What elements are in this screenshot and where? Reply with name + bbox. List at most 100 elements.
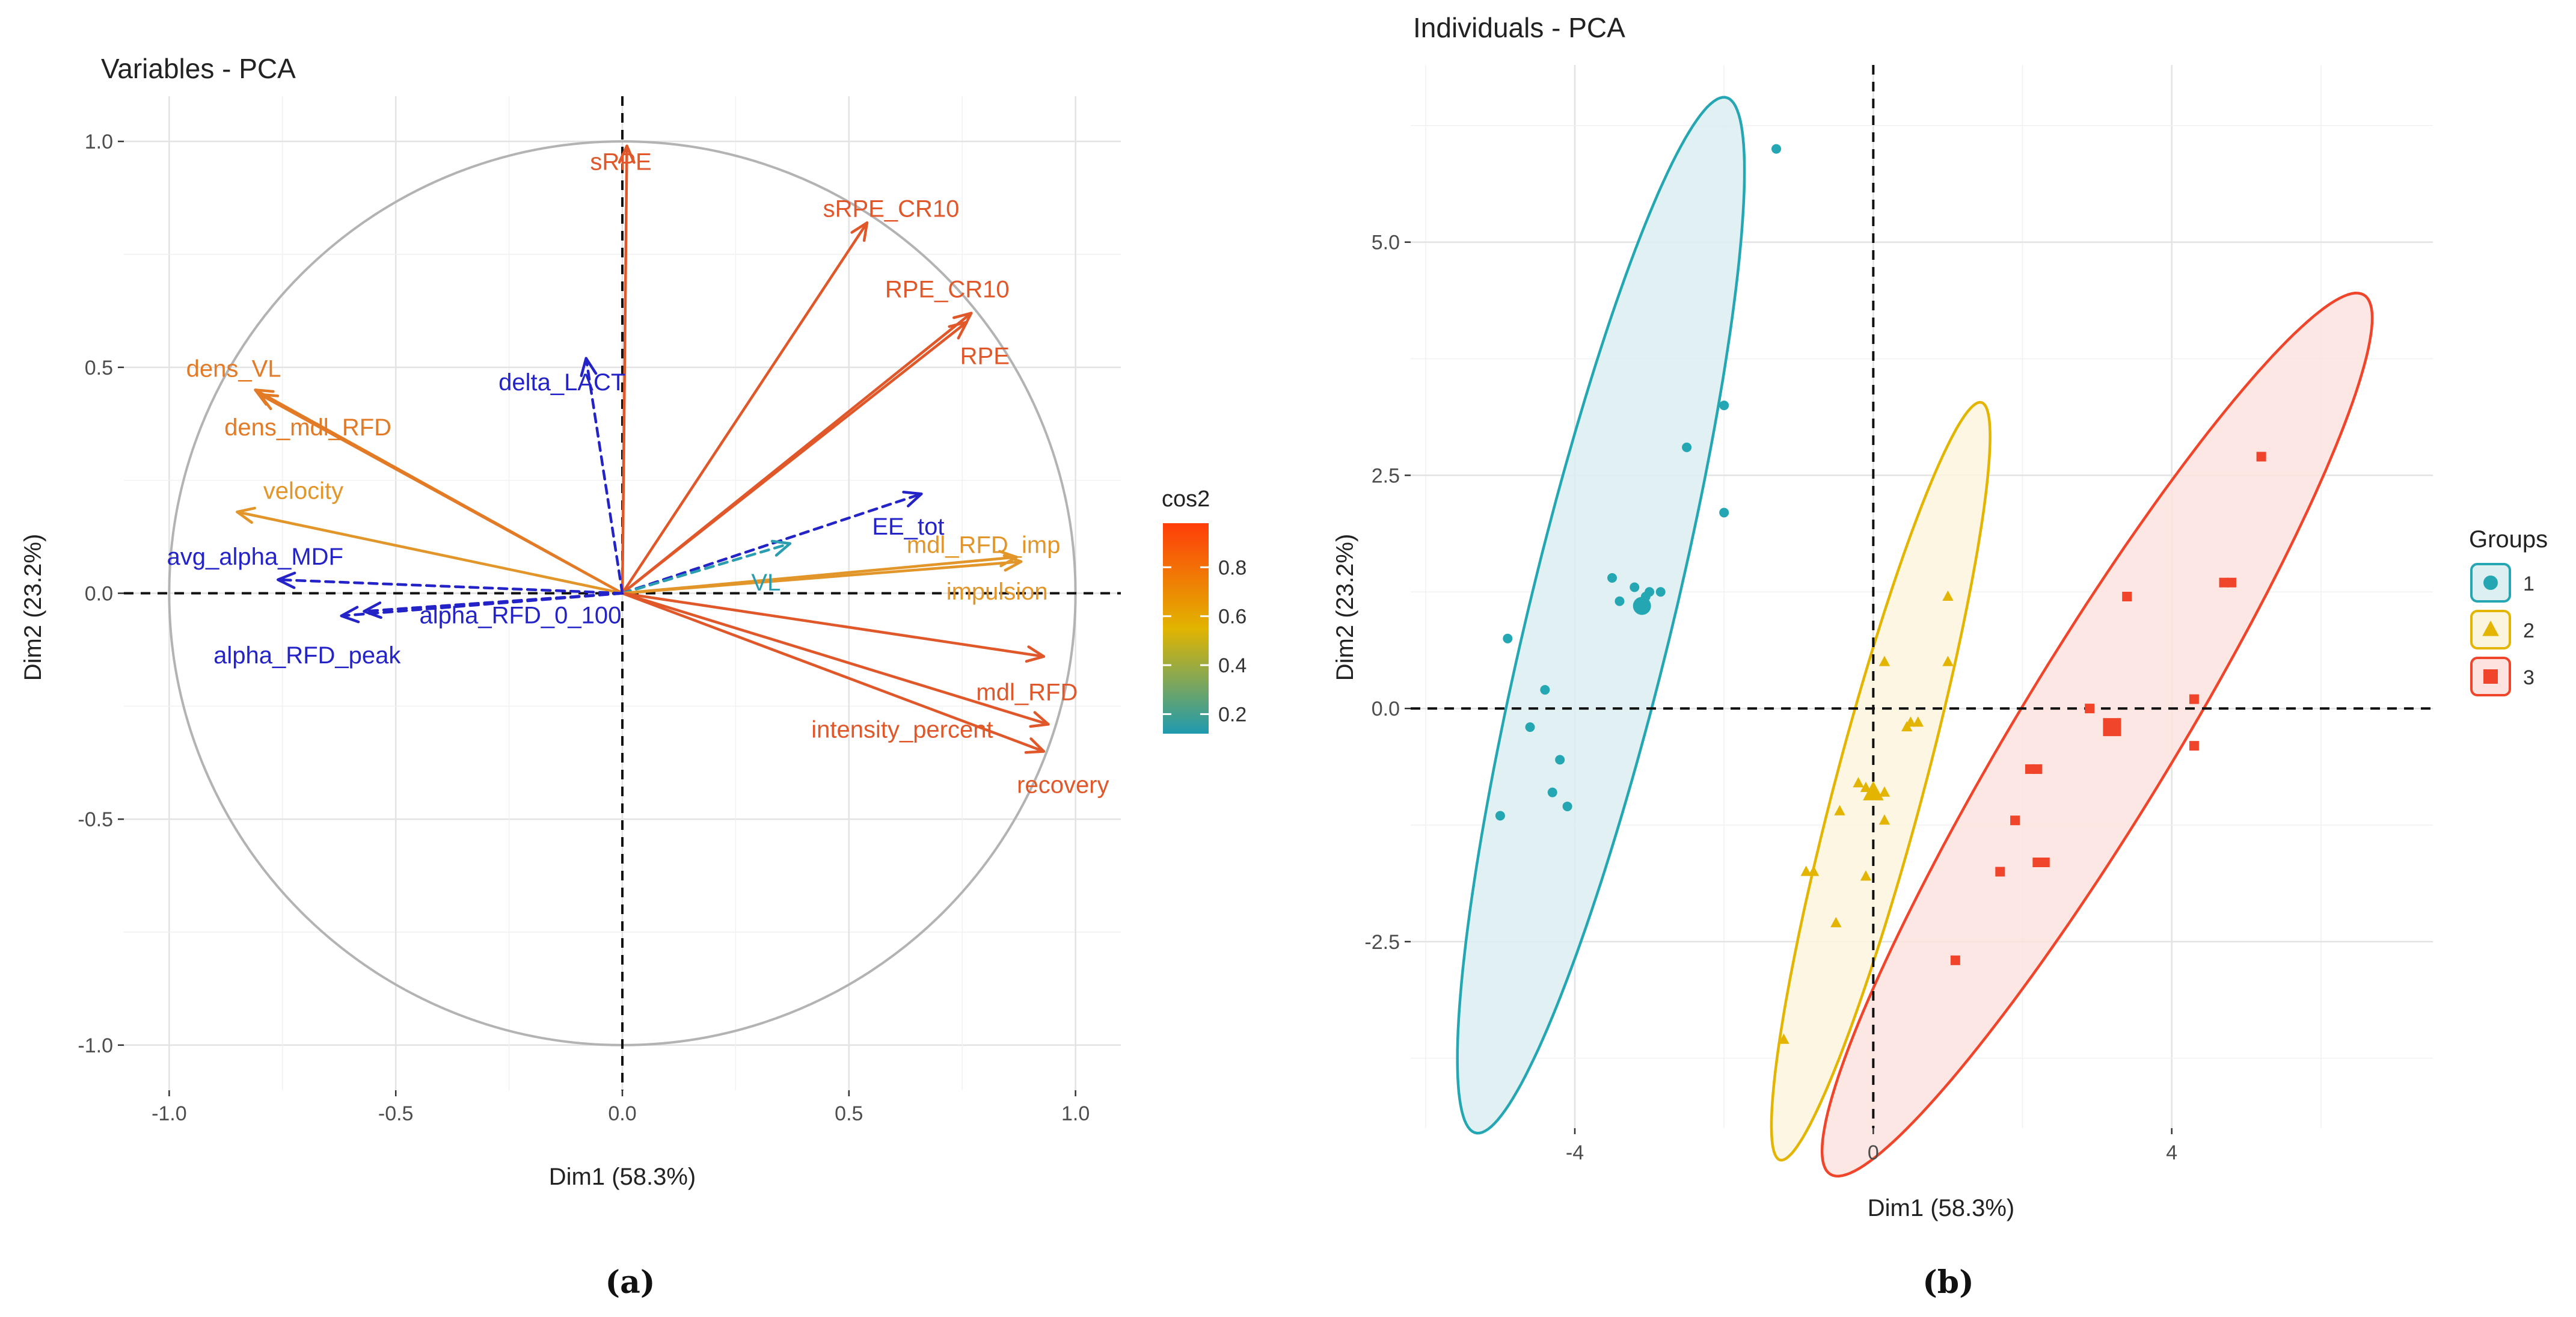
variable-arrow-line [621, 144, 628, 595]
variable-arrow-srpe-cr10 [621, 221, 869, 595]
variable-arrow-velocity [236, 506, 624, 595]
variable-arrow-head [618, 144, 636, 164]
y-tick-label: -2.5 [1364, 931, 1400, 954]
variable-arrow-line [621, 492, 923, 595]
panel-a-caption: (a) [606, 1264, 655, 1301]
individuals-zero-lines [1411, 65, 2433, 1128]
variable-arrow-line [258, 393, 624, 595]
variable-arrow-head [948, 321, 969, 340]
data-point-group-2 [1878, 655, 1891, 666]
y-tick-label: 1.0 [85, 130, 113, 153]
data-point-group-1 [1682, 442, 1692, 452]
variable-arrow-line [621, 321, 969, 595]
data-point-group-1 [1607, 573, 1618, 583]
variable-label-dens-mdl-rfd: dens_mdl_RFD [224, 414, 391, 441]
variable-label-velocity: velocity [263, 477, 343, 504]
groups-legend: Groups 1 2 3 [2469, 526, 2548, 696]
legend-label-group-3: 3 [2523, 666, 2535, 689]
legend-symbol-group-3 [2483, 669, 2498, 684]
data-point-group-1 [1771, 144, 1782, 154]
cos2-colorbar [1163, 523, 1209, 734]
data-point-group-3 [2256, 452, 2266, 462]
panel-b-caption: (b) [1922, 1264, 1974, 1301]
data-point-group-2 [1860, 781, 1872, 792]
variable-label-impulsion: impulsion [946, 579, 1048, 605]
data-point-group-1 [1525, 722, 1535, 732]
variable-arrow-line [621, 560, 1023, 595]
data-point-group-3 [2032, 858, 2043, 867]
y-tick-label: -0.5 [78, 808, 113, 831]
variable-arrow-alpha-rfd-peak [340, 592, 624, 624]
x-tick-label: -4 [1566, 1141, 1584, 1164]
data-point-group-2 [1860, 870, 1872, 881]
data-point-group-3 [2226, 577, 2236, 588]
variables-axes: -1.0 -0.5 0.0 0.5 1.0 -1.0 -0.5 0.0 0.5 1.0 [78, 130, 1090, 1125]
x-tick-label: 0.5 [835, 1102, 863, 1125]
variable-arrow-line [621, 592, 1046, 753]
variable-arrow-recovery [621, 592, 1046, 754]
variable-arrow-head [1024, 737, 1046, 754]
variable-arrow-head [276, 571, 296, 589]
variable-arrow-line [621, 592, 1046, 658]
variable-label-delta-lact: delta_LACT [498, 369, 625, 396]
data-point-group-2 [1901, 721, 1913, 732]
variables-labels: sRPE sRPE_CR10 RPE_CR10 RPE dens_VL dens_mdl_… [167, 149, 1109, 799]
data-point-group-2 [1800, 865, 1812, 876]
variables-chart-title: Variables - PCA [101, 53, 296, 84]
data-point-group-3 [2025, 764, 2035, 774]
variable-arrow-head [580, 357, 598, 377]
cos2-legend: cos2 0.2 0.4 0.6 0.8 [1162, 487, 1247, 734]
data-point-group-3 [1995, 867, 2005, 877]
cos2-tick-label: 0.6 [1218, 606, 1247, 628]
data-point-group-3 [2040, 858, 2050, 867]
data-point-group-2 [1778, 1033, 1789, 1044]
cos2-tick-label: 0.2 [1218, 703, 1247, 726]
data-point-group-3 [2122, 592, 2132, 601]
variable-label-rpe-cr10: RPE_CR10 [885, 277, 1010, 303]
y-tick-label: 0.0 [1372, 698, 1400, 720]
x-tick-label: 0 [1868, 1141, 1879, 1164]
data-point-group-2 [1834, 805, 1845, 815]
x-tick-label: 4 [2166, 1141, 2177, 1164]
data-point-group-1 [1630, 582, 1640, 592]
legend-label-group-1: 1 [2523, 573, 2535, 595]
data-point-group-1 [1503, 633, 1513, 643]
individuals-y-axis-label: Dim2 (23.2%) [1332, 534, 1358, 681]
variable-arrow-head [1025, 645, 1046, 663]
variable-arrow-line [340, 592, 624, 618]
variable-arrow-line [621, 542, 792, 595]
group-ellipses [1456, 96, 2374, 1177]
data-point-group-3 [2219, 577, 2229, 588]
data-point-group-2 [1878, 814, 1891, 825]
centroid-group-3 [2103, 718, 2121, 737]
variable-arrow-delta-lact [580, 357, 624, 595]
individuals-chart-title: Individuals - PCA [1413, 12, 1625, 43]
variable-arrow-ee-tot [621, 490, 923, 595]
variable-arrow-vl [621, 539, 792, 595]
x-tick-label: -1.0 [152, 1102, 187, 1125]
individuals-pca-chart: -4 0 4 -2.5 0.0 2.5 5.0 Individuals - PCA Dim1… [1332, 12, 2548, 1301]
legend-label-group-2: 2 [2523, 619, 2535, 642]
variable-arrow-head [363, 601, 382, 619]
variable-label-mdl-rfd: mdl_RFD [976, 680, 1078, 706]
variable-arrow-head [1029, 711, 1050, 728]
legend-symbol-group-1 [2483, 576, 2498, 590]
data-point-group-2 [1830, 916, 1842, 927]
individuals-axes: -4 0 4 -2.5 0.0 2.5 5.0 [1364, 232, 2177, 1164]
data-point-group-1 [1615, 596, 1625, 606]
variable-label-alpha-rfd-0-100: alpha_RFD_0_100 [420, 603, 622, 629]
x-tick-label: 1.0 [1061, 1102, 1090, 1125]
individual-points [1495, 144, 2266, 1044]
y-tick-label: -1.0 [78, 1034, 113, 1057]
data-point-group-3 [2010, 815, 2020, 826]
cos2-legend-title: cos2 [1162, 487, 1210, 512]
variables-y-axis-label: Dim2 (23.2%) [20, 534, 46, 681]
variable-label-vl: VL [751, 569, 780, 596]
variable-label-alpha-rfd-peak: alpha_RFD_peak [213, 642, 401, 669]
variable-arrow-line [584, 357, 624, 595]
variable-label-dens-vl: dens_VL [186, 355, 281, 382]
group-ellipse-3 [1820, 292, 2374, 1177]
data-point-group-3 [2032, 764, 2043, 774]
variable-arrow-avg-alpha-mdf [276, 571, 624, 595]
